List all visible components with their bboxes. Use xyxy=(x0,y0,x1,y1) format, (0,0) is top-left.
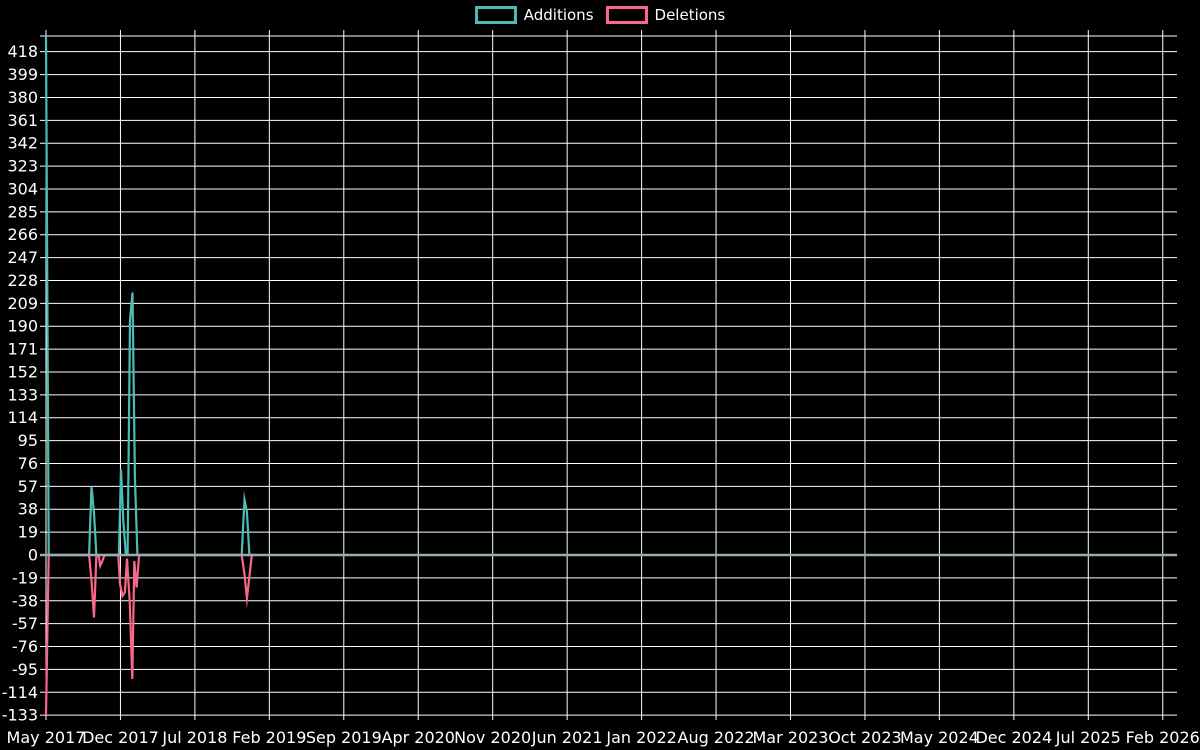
y-tick-label: 399 xyxy=(7,65,38,84)
legend-item-additions[interactable]: Additions xyxy=(474,5,594,24)
y-tick-label: 190 xyxy=(7,317,38,336)
y-tick-label: 342 xyxy=(7,134,38,153)
x-tick-label: Dec 2024 xyxy=(975,728,1052,747)
x-tick-label: Jun 2021 xyxy=(531,728,603,747)
y-tick-label: 266 xyxy=(7,225,38,244)
y-tick-label: 95 xyxy=(18,431,38,450)
y-tick-label: 228 xyxy=(7,271,38,290)
y-tick-label: -57 xyxy=(12,614,38,633)
y-tick-label: -133 xyxy=(2,706,38,725)
y-tick-label: 57 xyxy=(18,477,38,496)
x-tick-label: Dec 2017 xyxy=(82,728,159,747)
x-tick-label: Feb 2019 xyxy=(232,728,306,747)
y-tick-label: 304 xyxy=(7,179,38,198)
y-axis-labels: 4183993803613423233042852662472282091901… xyxy=(2,42,38,724)
deletions-line xyxy=(44,553,254,716)
legend-label-deletions: Deletions xyxy=(654,5,726,24)
additions-line xyxy=(44,36,254,557)
x-tick-label: Oct 2023 xyxy=(828,728,901,747)
y-tick-label: 152 xyxy=(7,362,38,381)
y-tick-label: 38 xyxy=(18,500,38,519)
vertical-grid-lines xyxy=(45,30,1164,720)
y-tick-label: 285 xyxy=(7,202,38,221)
x-tick-label: Aug 2022 xyxy=(678,728,755,747)
horizontal-grid-lines xyxy=(40,35,1177,716)
x-tick-label: May 2024 xyxy=(900,728,979,747)
legend-label-additions: Additions xyxy=(523,5,594,24)
y-tick-label: -95 xyxy=(12,660,38,679)
series-group xyxy=(44,36,254,716)
y-tick-label: 114 xyxy=(7,408,38,427)
y-tick-label: 418 xyxy=(7,42,38,61)
additions-swatch-icon xyxy=(474,6,517,24)
y-tick-label: 247 xyxy=(7,248,38,267)
y-tick-label: -76 xyxy=(12,637,38,656)
x-tick-label: Sep 2019 xyxy=(306,728,382,747)
x-tick-label: Nov 2020 xyxy=(454,728,531,747)
x-tick-label: Feb 2026 xyxy=(1126,728,1200,747)
y-tick-label: 76 xyxy=(18,454,38,473)
x-tick-label: Jan 2022 xyxy=(605,728,676,747)
x-tick-label: Apr 2020 xyxy=(382,728,455,747)
y-tick-label: -38 xyxy=(12,591,38,610)
y-tick-label: 0 xyxy=(28,546,38,565)
x-tick-label: May 2017 xyxy=(7,728,86,747)
y-tick-label: 171 xyxy=(7,340,38,359)
legend-item-deletions[interactable]: Deletions xyxy=(605,5,726,24)
y-tick-label: 361 xyxy=(7,111,38,130)
x-tick-label: Jul 2018 xyxy=(161,728,227,747)
x-tick-label: Jul 2025 xyxy=(1055,728,1121,747)
y-tick-label: 380 xyxy=(7,88,38,107)
y-tick-label: 209 xyxy=(7,294,38,313)
y-tick-label: 133 xyxy=(7,385,38,404)
x-tick-label: Mar 2023 xyxy=(752,728,828,747)
deletions-swatch-icon xyxy=(605,6,648,24)
y-tick-label: -19 xyxy=(12,568,38,587)
y-tick-label: -114 xyxy=(2,683,38,702)
y-tick-label: 19 xyxy=(18,523,38,542)
y-tick-label: 323 xyxy=(7,157,38,176)
chart-legend: Additions Deletions xyxy=(0,6,1200,24)
